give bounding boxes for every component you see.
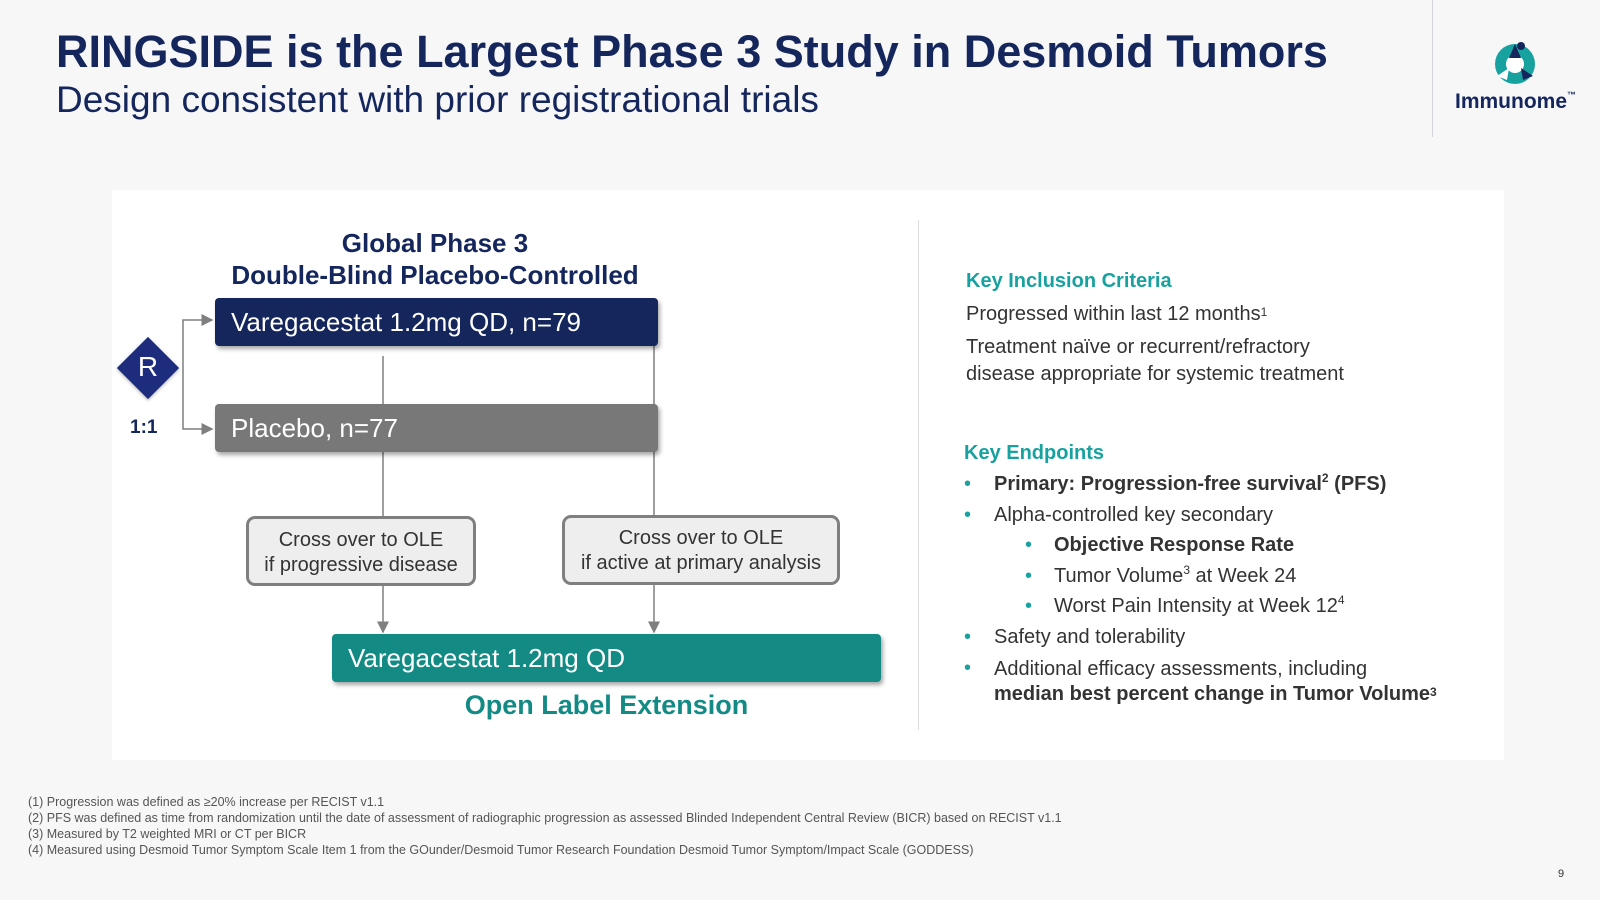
randomization-label: R [137, 351, 159, 382]
footnote: (4) Measured using Desmoid Tumor Symptom… [28, 843, 974, 857]
bullet-icon: • [964, 626, 972, 648]
endpoint-primary: Primary: Progression-free survival2 (PFS… [994, 471, 1387, 495]
logo-wordmark: Immunome™ [1455, 90, 1577, 113]
endpoint-additional: Additional efficacy assessments, includi… [994, 658, 1437, 705]
inclusion-heading: Key Inclusion Criteria [966, 270, 1172, 292]
endpoints-heading: Key Endpoints [964, 442, 1105, 464]
randomization-ratio: 1:1 [130, 417, 158, 438]
footnote: (2) PFS was defined as time from randomi… [28, 811, 1062, 825]
drug-arm-box: Varegacestat 1.2mg QD, n=79 [215, 298, 658, 346]
header-divider [1432, 0, 1433, 137]
design-title: Global Phase 3 Double-Blind Placebo-Cont… [231, 228, 639, 290]
bullet-icon: • [964, 473, 972, 495]
placebo-arm-box: Placebo, n=77 [215, 404, 658, 452]
immunome-logo-icon [1495, 42, 1535, 84]
ole-label: Open Label Extension [464, 690, 749, 720]
crossover-primary-analysis-box: Cross over to OLE if active at primary a… [562, 515, 840, 585]
page-subtitle: Design consistent with prior registratio… [56, 79, 819, 120]
company-logo: Immunome™ [1455, 38, 1577, 118]
bullet-icon: • [1025, 595, 1033, 617]
endpoint-orr: Objective Response Rate [1054, 534, 1295, 556]
footnote: (1) Progression was defined as ≥20% incr… [28, 795, 385, 809]
endpoint-safety: Safety and tolerability [994, 626, 1186, 648]
inclusion-item-2: Treatment naïve or recurrent/refractory … [966, 336, 1344, 385]
bullet-icon: • [964, 657, 972, 679]
endpoint-tumor-volume: Tumor Volume3 at Week 24 [1054, 563, 1297, 587]
endpoint-pain: Worst Pain Intensity at Week 124 [1054, 593, 1345, 617]
crossover-progressive-box: Cross over to OLE if progressive disease [246, 516, 476, 586]
endpoint-secondary: Alpha-controlled key secondary [994, 504, 1274, 526]
bullet-icon: • [1025, 534, 1033, 556]
inclusion-item-1: Progressed within last 12 months1 [966, 303, 1268, 325]
page-title: RINGSIDE is the Largest Phase 3 Study in… [56, 26, 1328, 77]
footnote: (3) Measured by T2 weighted MRI or CT pe… [28, 827, 307, 841]
bullet-icon: • [964, 504, 972, 526]
bullet-icon: • [1025, 565, 1033, 587]
page-number: 9 [1558, 868, 1565, 880]
panel-divider [918, 220, 919, 730]
footnotes: (1) Progression was defined as ≥20% incr… [28, 794, 1062, 858]
ole-arm-box: Varegacestat 1.2mg QD [332, 634, 881, 682]
